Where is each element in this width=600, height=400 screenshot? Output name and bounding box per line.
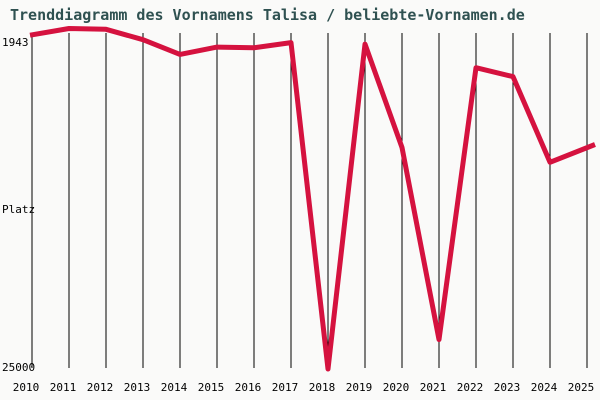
- x-tick-label-2018: 2018: [309, 381, 336, 394]
- x-tick-label-2015: 2015: [198, 381, 225, 394]
- x-tick-label-2017: 2017: [272, 381, 299, 394]
- x-tick-label-2012: 2012: [87, 381, 114, 394]
- x-tick-label-2021: 2021: [420, 381, 447, 394]
- y-axis-title: Platz: [2, 203, 35, 216]
- x-tick-label-2010: 2010: [13, 381, 40, 394]
- y-axis-bottom-label: 25000: [2, 361, 35, 374]
- chart-title: Trenddiagramm des Vornamens Talisa / bel…: [10, 6, 525, 24]
- x-tick-label-2014: 2014: [161, 381, 188, 394]
- x-tick-label-2011: 2011: [50, 381, 77, 394]
- y-axis-top-label: 1943: [2, 36, 29, 49]
- gridlines: [31, 33, 588, 368]
- x-tick-label-2016: 2016: [235, 381, 262, 394]
- x-tick-label-2023: 2023: [494, 381, 521, 394]
- x-tick-label-2020: 2020: [383, 381, 410, 394]
- x-tick-label-2019: 2019: [346, 381, 373, 394]
- x-tick-label-2024: 2024: [531, 381, 558, 394]
- x-tick-label-2025: 2025: [568, 381, 595, 394]
- trend-line: [29, 26, 596, 372]
- x-tick-label-2013: 2013: [124, 381, 151, 394]
- x-axis-labels: 2010 2011 2012 2013 2014 2015 2016 2017 2018 2019…: [13, 381, 595, 394]
- x-tick-label-2022: 2022: [457, 381, 484, 394]
